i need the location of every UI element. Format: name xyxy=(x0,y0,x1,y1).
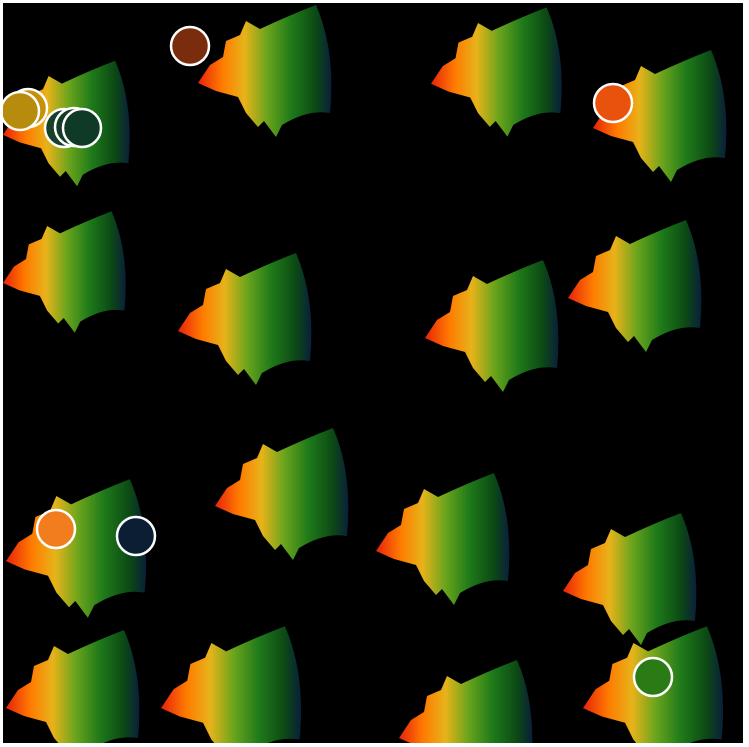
circle-markers xyxy=(3,25,674,698)
scene-canvas xyxy=(3,3,743,743)
fan-shape-2 xyxy=(431,7,562,137)
fan-shapes xyxy=(3,5,727,743)
fan-shape-14 xyxy=(161,626,302,743)
fan-shape-4 xyxy=(593,50,727,182)
fan-shape-15 xyxy=(399,660,533,743)
marker-dark-red xyxy=(169,25,211,67)
fan-shape-9 xyxy=(215,428,349,560)
fan-shape-13 xyxy=(6,630,140,743)
marker-orange xyxy=(35,508,77,550)
fan-shape-8 xyxy=(568,220,702,352)
marker-green xyxy=(632,656,674,698)
scene-svg xyxy=(3,5,727,743)
marker-orange-red xyxy=(592,82,634,124)
fan-shape-5 xyxy=(3,211,126,333)
fan-shape-11 xyxy=(6,479,147,618)
fan-shape-6 xyxy=(178,253,312,385)
marker-navy xyxy=(115,515,157,557)
fan-shape-7 xyxy=(425,260,559,392)
fan-shape-10 xyxy=(376,473,510,605)
fan-shape-1 xyxy=(198,5,332,137)
fan-shape-12 xyxy=(563,513,697,645)
marker-ochre-2 xyxy=(3,90,41,132)
marker-dark-green-3 xyxy=(61,107,103,149)
